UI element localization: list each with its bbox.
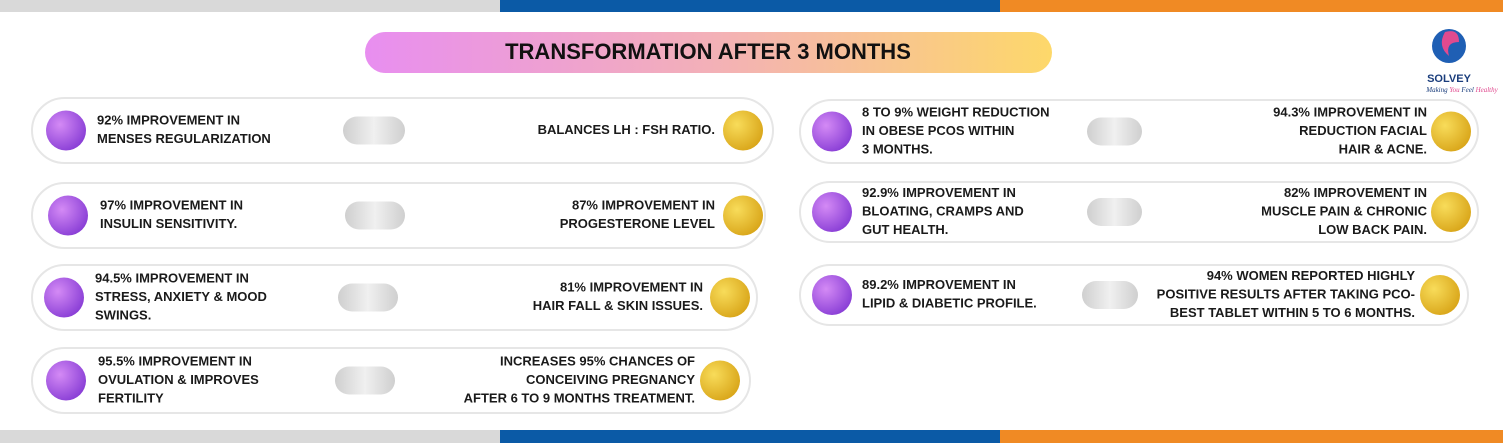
right-text: CONCEIVING PREGNANCY — [526, 372, 695, 387]
yellow-dot — [710, 277, 750, 318]
tagline-word: Making — [1425, 86, 1448, 94]
top-bar — [0, 0, 500, 12]
right-text: HAIR FALL & SKIN ISSUES. — [533, 298, 703, 313]
pill — [338, 283, 398, 312]
right-text: PROGESTERONE LEVEL — [560, 216, 715, 231]
purple-dot — [44, 277, 84, 318]
right-text: 87% IMPROVEMENT IN — [572, 198, 715, 213]
right-text: 94% WOMEN REPORTED HIGHLY — [1207, 268, 1416, 283]
left-text: 8 TO 9% WEIGHT REDUCTION — [862, 104, 1050, 119]
logo: SOLVEY Making You Feel Healthy — [1425, 29, 1499, 94]
left-text: STRESS, ANXIETY & MOOD — [95, 289, 267, 304]
left-text: FERTILITY — [98, 390, 164, 405]
left-text: 97% IMPROVEMENT IN — [100, 198, 243, 213]
left-text: 89.2% IMPROVEMENT IN — [862, 277, 1016, 292]
tagline-word: Healthy — [1475, 86, 1499, 94]
left-text: IN OBESE PCOS WITHIN — [862, 123, 1014, 138]
logo-name: SOLVEY — [1427, 73, 1471, 85]
left-text: OVULATION & IMPROVES — [98, 372, 259, 387]
purple-dot — [812, 111, 852, 152]
purple-dot — [812, 192, 852, 232]
right-text: INCREASES 95% CHANCES OF — [500, 353, 695, 368]
right-text: REDUCTION FACIAL — [1299, 123, 1427, 138]
right-text: HAIR & ACNE. — [1339, 141, 1427, 156]
right-text: POSITIVE RESULTS AFTER TAKING PCO- — [1157, 286, 1415, 301]
title-pill — [365, 32, 1052, 73]
logo-swirl — [1441, 31, 1459, 56]
purple-dot — [46, 110, 86, 151]
left-text: 3 MONTHS. — [862, 141, 933, 156]
left-text: 94.5% IMPROVEMENT IN — [95, 270, 249, 285]
left-text: 95.5% IMPROVEMENT IN — [98, 353, 252, 368]
right-text: 82% IMPROVEMENT IN — [1284, 185, 1427, 200]
title: TRANSFORMATION AFTER 3 MONTHS — [505, 39, 911, 64]
yellow-dot — [723, 195, 763, 236]
purple-dot — [48, 195, 88, 236]
yellow-dot — [723, 110, 763, 151]
right-text: LOW BACK PAIN. — [1318, 222, 1427, 237]
top-bar — [1000, 0, 1503, 12]
bottom-bar — [500, 430, 1000, 443]
tagline-word: You — [1449, 86, 1460, 94]
yellow-dot — [700, 360, 740, 401]
bottom-bar — [0, 430, 500, 443]
left-text: GUT HEALTH. — [862, 222, 948, 237]
bottom-bar — [1000, 430, 1503, 443]
left-text: BLOATING, CRAMPS AND — [862, 203, 1024, 218]
pill — [335, 366, 395, 395]
yellow-dot — [1420, 275, 1460, 315]
right-text: MUSCLE PAIN & CHRONIC — [1261, 203, 1427, 218]
pill — [1087, 117, 1142, 146]
yellow-dot — [1431, 192, 1471, 232]
pill — [343, 116, 405, 145]
left-text: LIPID & DIABETIC PROFILE. — [862, 296, 1037, 311]
purple-dot — [46, 360, 86, 401]
pill — [1087, 198, 1142, 226]
pill — [345, 201, 405, 230]
left-text: 92% IMPROVEMENT IN — [97, 113, 240, 128]
left-text: INSULIN SENSITIVITY. — [100, 216, 237, 231]
tagline-word: Feel — [1460, 86, 1473, 94]
left-text: MENSES REGULARIZATION — [97, 131, 271, 146]
right-text: AFTER 6 TO 9 MONTHS TREATMENT. — [464, 390, 695, 405]
left-text: 92.9% IMPROVEMENT IN — [862, 185, 1016, 200]
right-text: 81% IMPROVEMENT IN — [560, 280, 703, 295]
left-text: SWINGS. — [95, 307, 151, 322]
right-text: BALANCES LH : FSH RATIO. — [538, 122, 715, 137]
top-bar — [500, 0, 1000, 12]
yellow-dot — [1431, 111, 1471, 152]
logo-tagline: Making You Feel Healthy — [1425, 86, 1498, 94]
pill — [1082, 281, 1138, 309]
purple-dot — [812, 275, 852, 315]
right-text: 94.3% IMPROVEMENT IN — [1273, 104, 1427, 119]
right-text: BEST TABLET WITHIN 5 TO 6 MONTHS. — [1170, 305, 1415, 320]
